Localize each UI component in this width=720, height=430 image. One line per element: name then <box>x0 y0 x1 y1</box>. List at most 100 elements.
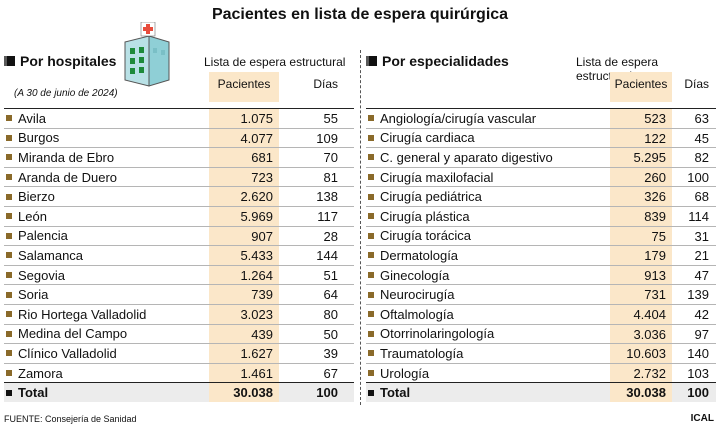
row-name: Salamanca <box>18 247 84 263</box>
table-row: Segovia 1.264 51 <box>4 264 354 285</box>
agency-logo: ICAL <box>690 413 714 424</box>
row-patients: 5.969 <box>209 206 279 226</box>
row-name: Aranda de Duero <box>18 169 118 185</box>
table-row: Oftalmología 4.404 42 <box>366 303 716 324</box>
row-name: Avila <box>18 110 46 126</box>
row-patients: 731 <box>610 285 672 304</box>
row-bullet <box>6 232 12 239</box>
row-patients: 179 <box>610 246 672 265</box>
row-patients: 5.295 <box>610 148 672 167</box>
row-days: 50 <box>323 326 338 342</box>
table-row: Aranda de Duero 723 81 <box>4 166 354 187</box>
table-row: Burgos 4.077 109 <box>4 127 354 148</box>
row-patients: 3.036 <box>610 324 672 344</box>
row-bullet <box>6 350 12 357</box>
table-row: Dermatología 179 21 <box>366 245 716 265</box>
row-patients: 1.075 <box>209 109 279 128</box>
specialties-table: Angiología/cirugía vascular 523 63 Cirugía … <box>366 108 716 403</box>
row-patients: 2.620 <box>209 187 279 206</box>
row-days: 144 <box>316 248 338 264</box>
row-days: 64 <box>323 287 338 303</box>
row-patients: 75 <box>610 226 672 246</box>
row-days: 67 <box>323 365 338 381</box>
row-name: Otorrinolaringología <box>380 326 495 342</box>
row-patients: 3.023 <box>209 304 279 324</box>
table-row: Bierzo 2.620 138 <box>4 186 354 206</box>
total-row: Total 30.038 100 <box>366 382 716 403</box>
hospitals-group-label: Lista de espera estructural <box>204 55 346 69</box>
row-days: 100 <box>687 169 709 185</box>
row-name: Dermatología <box>380 247 459 263</box>
row-name: León <box>18 208 47 224</box>
row-days: 114 <box>688 208 709 224</box>
date-note: (A 30 de junio de 2024) <box>14 88 118 99</box>
hospitals-patients-header: Pacientes <box>209 72 279 102</box>
row-days: 80 <box>323 306 338 322</box>
row-name: Cirugía maxilofacial <box>380 169 494 185</box>
row-bullet <box>368 252 374 259</box>
row-bullet <box>6 174 12 181</box>
row-name: Traumatología <box>380 345 464 361</box>
row-bullet <box>368 193 374 200</box>
row-patients: 681 <box>209 148 279 167</box>
row-patients: 913 <box>610 265 672 285</box>
row-name: Bierzo <box>18 189 55 205</box>
row-name: Ginecología <box>380 267 450 283</box>
row-name: Cirugía torácica <box>380 228 472 244</box>
row-bullet <box>6 252 12 259</box>
table-row: Palencia 907 28 <box>4 225 354 246</box>
row-patients: 723 <box>209 167 279 187</box>
row-patients: 523 <box>610 109 672 128</box>
row-bullet <box>6 311 12 318</box>
hospitals-heading: Por hospitales <box>4 53 116 69</box>
row-bullet <box>6 213 12 220</box>
row-days: 139 <box>687 287 709 303</box>
column-divider <box>360 50 361 405</box>
row-bullet <box>368 174 374 181</box>
row-bullet <box>368 213 374 220</box>
row-days: 42 <box>694 306 709 322</box>
row-bullet <box>368 370 374 377</box>
heading-marker <box>366 56 377 66</box>
row-bullet <box>368 134 374 141</box>
row-patients: 326 <box>610 187 672 206</box>
row-name: Segovia <box>18 267 65 283</box>
row-days: 138 <box>316 189 338 205</box>
table-row: Soria 739 64 <box>4 284 354 304</box>
row-patients: 1.461 <box>209 363 279 383</box>
specialties-patients-header: Pacientes <box>610 72 672 102</box>
row-days: 97 <box>694 326 709 342</box>
table-row: Zamora 1.461 67 <box>4 362 354 383</box>
table-row: Cirugía pediátrica 326 68 <box>366 186 716 206</box>
specialties-heading-text: Por especialidades <box>382 53 509 69</box>
row-days: 55 <box>323 111 338 126</box>
row-bullet <box>368 115 374 122</box>
row-days: 81 <box>323 169 338 185</box>
row-days: 70 <box>323 150 338 166</box>
table-row: Cirugía maxilofacial 260 100 <box>366 166 716 187</box>
row-days: 51 <box>323 267 338 283</box>
row-days: 21 <box>694 248 709 264</box>
table-row: Angiología/cirugía vascular 523 63 <box>366 108 716 128</box>
row-name: Clínico Valladolid <box>18 345 117 361</box>
specialties-heading: Por especialidades <box>366 53 509 69</box>
row-patients: 1.627 <box>209 344 279 363</box>
row-bullet <box>6 134 12 141</box>
row-patients: 122 <box>610 128 672 148</box>
total-patients: 30.038 <box>610 383 672 403</box>
row-name: Palencia <box>18 228 68 244</box>
hospitals-days-header: Días <box>313 77 338 91</box>
table-row: Urología 2.732 103 <box>366 362 716 383</box>
table-row: Cirugía torácica 75 31 <box>366 225 716 246</box>
row-bullet <box>368 311 374 318</box>
row-bullet <box>368 291 374 298</box>
row-name: Burgos <box>18 130 60 146</box>
row-patients: 260 <box>610 167 672 187</box>
row-name: Oftalmología <box>380 306 454 322</box>
total-days: 100 <box>316 385 338 401</box>
row-bullet <box>6 291 12 298</box>
specialties-days-header: Días <box>684 77 709 91</box>
row-patients: 839 <box>610 206 672 226</box>
row-patients: 439 <box>209 324 279 344</box>
heading-marker <box>4 56 15 66</box>
